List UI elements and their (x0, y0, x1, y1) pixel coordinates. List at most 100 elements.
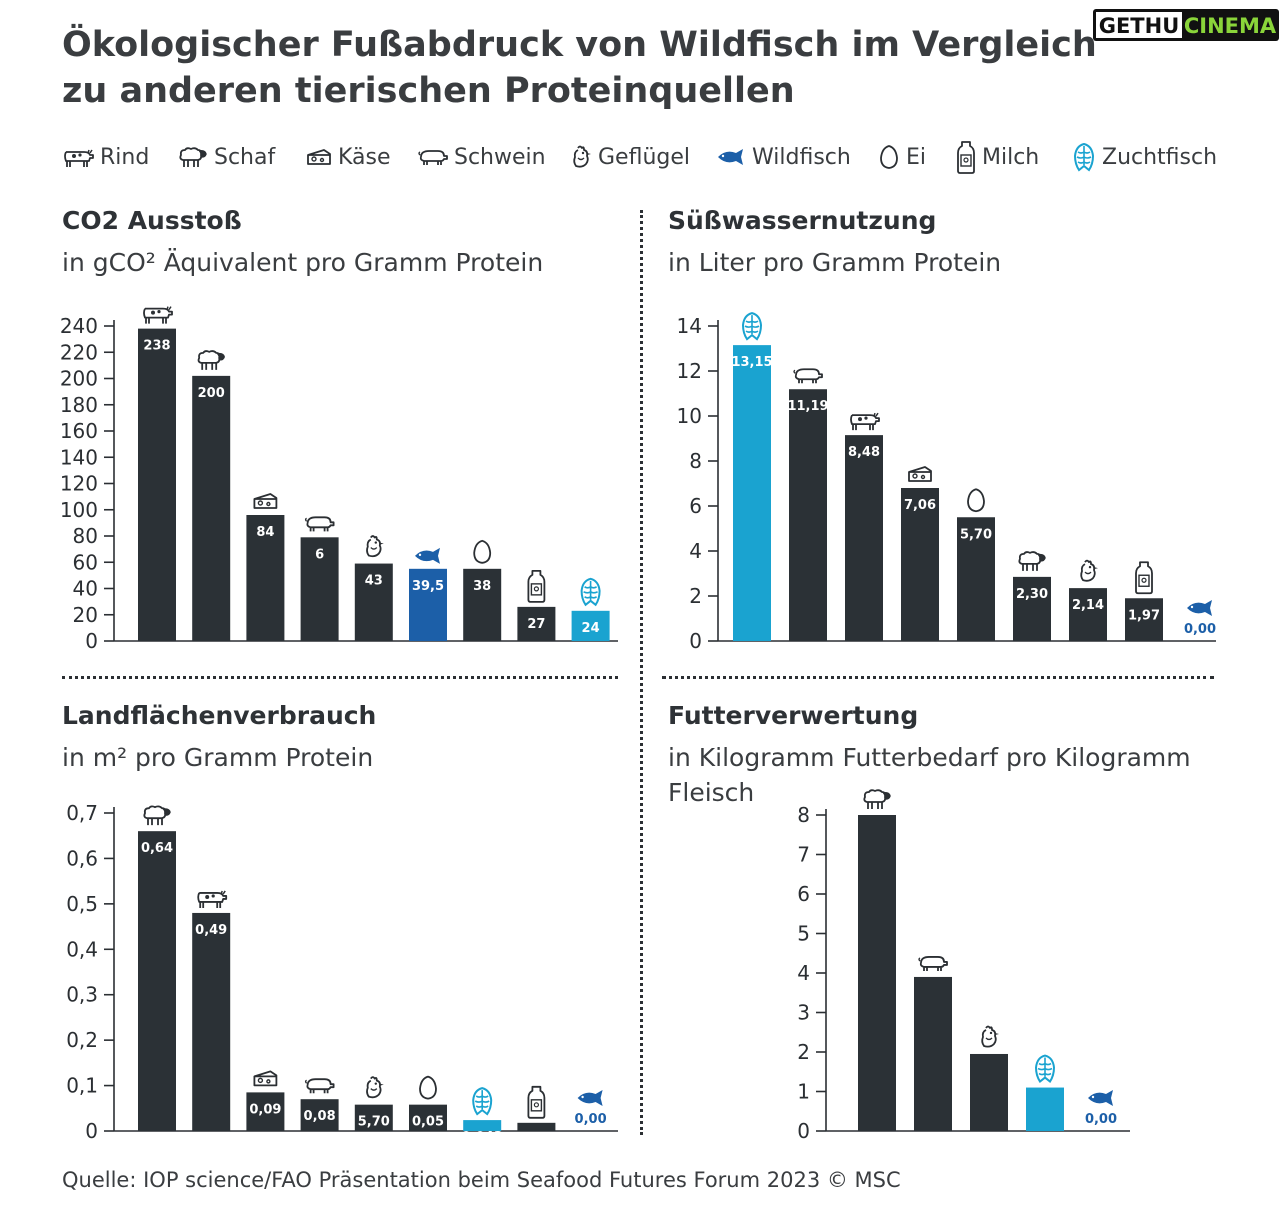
pig-icon (304, 1078, 335, 1095)
data-label-wildfisch: 0,00 (1184, 622, 1216, 637)
co2-panel-subtitle: in gCO² Äquivalent pro Gramm Protein (62, 248, 544, 277)
feed-panel-title: Futterverwertung (668, 701, 919, 730)
cheese-icon (307, 149, 331, 165)
data-label-ei: 5,70 (960, 527, 992, 542)
data-label-zuchtfisch: 24 (582, 621, 600, 636)
y-tick-label: 7 (797, 843, 810, 867)
pig-icon (918, 956, 948, 972)
cow-icon (197, 890, 228, 909)
data-label-schaf: 200 (198, 386, 225, 401)
co2-panel-title: CO2 Ausstoß (62, 206, 242, 235)
legend-item-milch: Milch (956, 140, 1039, 174)
data-label-gefluegel: 5,70 (358, 1115, 390, 1130)
fish-icon (1187, 600, 1212, 616)
cheese-icon (253, 493, 278, 509)
data-label-wildfisch: 0,00 (1085, 1112, 1117, 1127)
bar-schwein (914, 976, 952, 1131)
bar-ei (463, 568, 502, 641)
milk-bottle-icon (957, 141, 975, 174)
feed-panel-subtitle: in Kilogramm Futterbedarf pro Kilogramm … (668, 743, 1191, 807)
fish-steak-icon (1074, 143, 1094, 171)
data-label-schwein: 6 (315, 547, 324, 562)
y-tick-label: 3 (797, 1001, 810, 1025)
y-tick-label: 180 (60, 393, 98, 417)
y-tick-label: 6 (797, 882, 810, 906)
fish-steak-icon (742, 312, 762, 341)
y-tick-label: 60 (73, 550, 98, 574)
land-panel-subtitle: in m² pro Gramm Protein (62, 743, 374, 772)
land-chart: 0 0,1 0,2 0,3 0,4 0,5 0,6 0,7 0,64 0,49 0,09 0,08 5,… (66, 801, 618, 1148)
bar-kaese (901, 488, 939, 641)
horizontal-divider-right (662, 676, 1214, 679)
bar-ei (409, 1104, 447, 1131)
y-tick-label: 0,4 (66, 937, 98, 961)
fish-icon (718, 149, 743, 165)
source-note: Quelle: IOP science/FAO Präsentation bei… (62, 1168, 901, 1192)
bar-schwein (300, 1099, 339, 1131)
water-panel-subtitle: in Liter pro Gramm Protein (668, 248, 1002, 277)
svg-text:GETHU: GETHU (1099, 14, 1180, 38)
y-tick-label: 1 (797, 1080, 810, 1104)
bar-zuchtfisch (571, 610, 610, 641)
pig-icon (793, 368, 823, 385)
y-tick-label: 5 (797, 922, 810, 946)
sheep-icon (863, 789, 891, 810)
cow-icon (143, 305, 173, 325)
vertical-divider (640, 210, 643, 1135)
y-tick-label: 12 (677, 359, 702, 383)
feed-chart: 0 1 2 3 4 5 6 7 8 0,00 (797, 789, 1130, 1143)
bar-rind (138, 328, 176, 641)
data-label-milch: 27 (527, 617, 545, 632)
data-label-kaese: 7,06 (904, 498, 936, 513)
y-tick-label: 0 (797, 1119, 810, 1143)
bar-schaf (1013, 576, 1051, 641)
y-tick-label: 6 (689, 494, 702, 518)
sheep-icon (143, 805, 171, 827)
fish-steak-icon (472, 1087, 493, 1116)
egg-icon (880, 145, 898, 169)
legend-item-schaf: Schaf (178, 140, 275, 174)
y-tick-label: 40 (73, 577, 98, 601)
y-tick-label: 140 (60, 445, 98, 469)
data-label-wildfisch: 0,00 (575, 1112, 607, 1127)
data-label-zuchtfisch: 0,043 (462, 1130, 503, 1145)
egg-icon (967, 488, 985, 513)
legend-item-rind: Rind (62, 140, 149, 174)
milk-bottle-icon (527, 1085, 546, 1119)
bar-wildfisch (409, 568, 447, 641)
bar-zuchtfisch (463, 1120, 502, 1131)
data-label-schwein: 0,08 (304, 1109, 336, 1124)
y-tick-label: 220 (60, 340, 98, 364)
data-label-schwein: 11,19 (787, 399, 828, 414)
bar-kaese (246, 1092, 285, 1131)
cow-icon (850, 412, 880, 432)
horizontal-divider-left (62, 676, 618, 679)
y-tick-label: 160 (60, 419, 98, 443)
fish-icon (415, 547, 440, 564)
legend-label: Käse (338, 144, 391, 170)
data-label-milch: 1,97 (1128, 608, 1160, 623)
bar-zuchtfisch (733, 345, 771, 641)
y-tick-label: 2 (797, 1040, 810, 1064)
data-label-schaf: 2,30 (1016, 587, 1048, 602)
data-label-kaese: 0,09 (249, 1102, 281, 1117)
legend-item-zuchtfisch: Zuchtfisch (1072, 140, 1217, 174)
bar-gefluegel (354, 563, 393, 641)
pig-icon (418, 150, 448, 166)
bar-milch (517, 606, 556, 641)
cheese-icon (908, 466, 932, 482)
data-label-wildfisch: 39,5 (412, 579, 444, 594)
fish-steak-icon (1035, 1054, 1055, 1083)
data-label-gefluegel: 2,14 (1072, 598, 1104, 613)
legend-label: Geflügel (598, 144, 690, 170)
y-tick-label: 0,3 (66, 983, 98, 1007)
bar-schwein (300, 537, 339, 641)
page-title: Ökologischer Fußabdruck von Wildfisch im… (62, 25, 1097, 111)
bar-schaf (192, 375, 231, 641)
legend-label: Ei (906, 144, 927, 170)
legend-item-schwein: Schwein (418, 140, 546, 174)
legend-label: Milch (982, 144, 1040, 170)
y-tick-label: 14 (677, 314, 702, 338)
data-label-milch: 0,02 (520, 1133, 552, 1148)
land-panel-title: Landflächenverbrauch (62, 701, 377, 730)
